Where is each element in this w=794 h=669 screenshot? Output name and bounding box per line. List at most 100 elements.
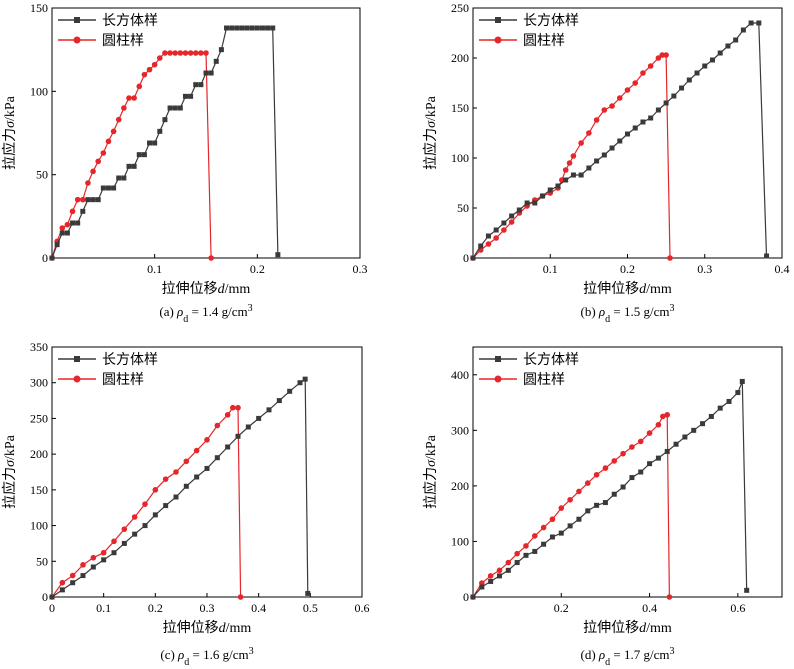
data-point: [602, 500, 608, 506]
x-axis-label-text: 拉伸位移: [162, 281, 218, 297]
data-point: [183, 458, 190, 465]
data-point: [95, 158, 101, 165]
data-point: [632, 80, 639, 86]
data-point: [470, 594, 476, 600]
data-point: [663, 52, 669, 58]
data-point: [733, 37, 739, 43]
data-point: [532, 548, 538, 554]
data-point: [493, 227, 499, 233]
data-point: [470, 255, 476, 261]
data-point: [567, 496, 573, 503]
data-point: [609, 145, 615, 151]
data-point: [131, 163, 137, 169]
data-point: [740, 27, 746, 33]
series-line: [51, 27, 279, 259]
data-point: [478, 243, 484, 249]
data-point: [152, 487, 159, 493]
x-tick-label: 0.4: [251, 601, 266, 615]
y-tick-label: 100: [451, 151, 469, 165]
data-point: [709, 57, 715, 63]
y-axis-label-unit: /kPa: [3, 95, 18, 121]
legend-marker: [494, 375, 502, 383]
data-point: [655, 55, 662, 61]
y-tick-label: 0: [42, 590, 48, 604]
data-point: [270, 25, 276, 31]
chart-caption: (d) ρd = 1.7 g/cm3: [581, 646, 675, 668]
caption-sup: 3: [670, 646, 675, 657]
data-point: [204, 465, 210, 471]
data-point: [266, 407, 272, 413]
data-point: [523, 543, 529, 549]
data-point: [686, 77, 692, 83]
caption-eq: = 1.4 g/cm: [188, 304, 247, 319]
data-point: [275, 252, 281, 258]
data-point: [540, 524, 547, 531]
data-point: [59, 225, 66, 231]
data-point: [80, 573, 86, 579]
data-point: [593, 117, 600, 123]
data-point: [259, 25, 265, 31]
data-point: [717, 405, 723, 411]
x-tick-label: 0.2: [620, 262, 635, 276]
data-point: [567, 523, 573, 529]
data-point: [126, 95, 132, 101]
data-point: [493, 235, 499, 241]
legend-label: 长方体样: [523, 352, 579, 368]
x-axis-label: 拉伸位移d/mm: [583, 620, 672, 636]
legend-label: 圆柱样: [523, 33, 565, 49]
legend-marker: [74, 356, 80, 362]
data-point: [59, 579, 66, 586]
x-axis-label-var: d: [219, 621, 227, 636]
y-tick-label: 200: [451, 51, 469, 65]
data-point: [90, 554, 97, 561]
y-tick-label: 100: [30, 84, 48, 98]
y-axis-label-text: 拉应力: [1, 467, 18, 509]
y-tick-label: 300: [451, 423, 469, 437]
caption-prefix: (a): [159, 304, 177, 319]
data-point: [152, 140, 158, 146]
data-point: [625, 131, 630, 137]
y-tick-label: 200: [451, 479, 469, 493]
series-cyl: [470, 52, 673, 261]
data-point: [664, 411, 671, 418]
data-point: [131, 95, 137, 101]
caption-eq: = 1.7 g/cm: [610, 647, 669, 662]
data-point: [188, 93, 194, 99]
data-point: [218, 47, 224, 53]
data-point: [655, 107, 661, 113]
data-point: [585, 508, 591, 514]
y-tick-label: 0: [463, 251, 469, 265]
data-point: [655, 455, 661, 461]
x-axis-label-unit: /mm: [646, 621, 672, 636]
data-point: [663, 100, 669, 106]
data-point: [667, 255, 673, 261]
data-point: [659, 52, 666, 58]
y-tick-label: 50: [457, 201, 469, 215]
data-point: [501, 220, 507, 226]
x-axis-label-unit: /mm: [226, 621, 252, 636]
legend-marker: [494, 36, 502, 44]
x-axis-label-text: 拉伸位移: [163, 620, 219, 636]
y-tick-label: 200: [30, 447, 48, 461]
series-rect: [470, 20, 770, 261]
x-tick-label: 0.3: [697, 262, 712, 276]
data-point: [265, 25, 271, 31]
chart-d: 0.2 0.4 0.60100200300400拉伸位移d/mm拉应力σ/kPa(d…: [422, 346, 783, 668]
data-point: [558, 505, 565, 511]
data-point: [214, 422, 221, 429]
data-point: [540, 193, 546, 199]
data-point: [157, 128, 163, 134]
data-point: [230, 404, 236, 411]
data-point: [514, 560, 520, 566]
data-point: [244, 25, 250, 31]
x-tick-label: 0.3: [200, 601, 215, 615]
data-point: [229, 25, 235, 31]
caption-rho: ρ: [598, 647, 605, 662]
data-point: [660, 413, 666, 420]
data-point: [80, 208, 86, 214]
series-rect: [49, 376, 311, 600]
data-point: [249, 25, 255, 31]
data-point: [54, 242, 60, 248]
